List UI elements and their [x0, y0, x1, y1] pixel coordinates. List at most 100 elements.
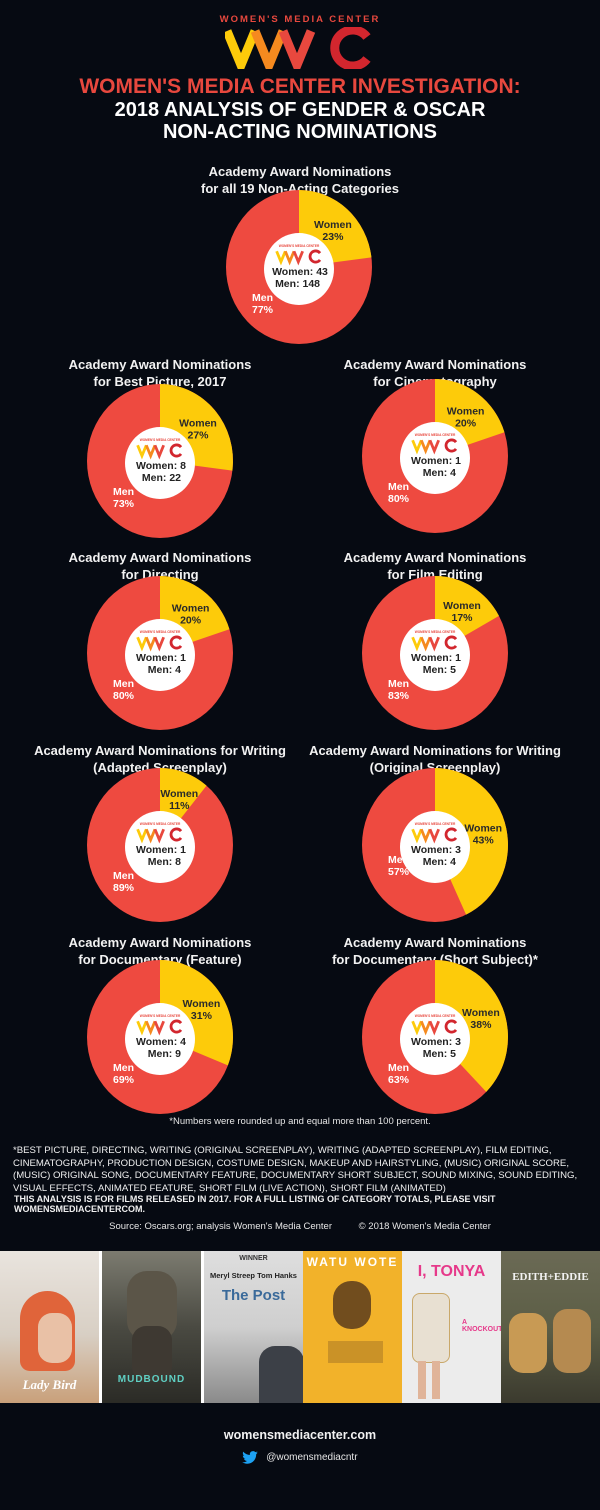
poster-tagline: A KNOCKOUT! — [462, 1319, 501, 1333]
pie-title-line-2: (Original Screenplay) — [369, 760, 501, 775]
men-pct: 57% — [388, 866, 410, 878]
pie-title-line-2: (Adapted Screenplay) — [93, 760, 227, 775]
women-pct: 23% — [322, 231, 344, 243]
poster-figure — [333, 1281, 371, 1329]
pie-title-line-1: Academy Award Nominations — [68, 935, 252, 950]
copyright-text: © 2018 Women's Media Center — [358, 1221, 491, 1232]
men-pct: 89% — [113, 882, 135, 894]
women-slice — [435, 960, 509, 1092]
men-label: Men — [388, 1062, 409, 1074]
women-label: Women — [462, 1007, 500, 1019]
poster-leg — [432, 1361, 440, 1399]
center-logo-org: WOMEN’S MEDIA CENTER — [140, 1014, 181, 1018]
poster-figure — [132, 1326, 172, 1381]
center-wmc-logo-icon — [411, 438, 458, 455]
headline-line-1: WOMEN'S MEDIA CENTER INVESTIGATION: — [79, 75, 521, 98]
center-women-count: Women: 1 — [136, 652, 186, 664]
headline-line-2: 2018 ANALYSIS OF GENDER & OSCAR — [114, 99, 486, 121]
center-logo-org: WOMEN’S MEDIA CENTER — [415, 630, 456, 634]
analysis-note: THIS ANALYSIS IS FOR FILMS RELEASED IN 2… — [14, 1194, 496, 1214]
center-logo-org: WOMEN’S MEDIA CENTER — [279, 244, 320, 248]
center-men-count: Men: 5 — [423, 1048, 456, 1060]
men-label: Men — [388, 481, 409, 493]
twitter-link[interactable]: @womensmediacntr — [0, 1451, 600, 1464]
women-pct: 20% — [180, 614, 202, 626]
women-label: Women — [314, 219, 352, 231]
pie-title-line-1: Academy Award Nominations — [68, 550, 252, 565]
pie-chart-documentary-feature: WOMEN’S MEDIA CENTER Women: 4 Men: 9 Women 3… — [75, 952, 245, 1122]
pie-chart-writing-original: WOMEN’S MEDIA CENTER Women: 3 Men: 4 Women 4… — [350, 760, 520, 930]
pie-title-line-1: Academy Award Nominations — [343, 550, 527, 565]
poster-figure — [259, 1346, 303, 1403]
women-pct: 31% — [191, 1010, 213, 1022]
pie-title-line-2: for Documentary (Feature) — [78, 952, 242, 967]
pie-title-line-1: Academy Award Nominations for Writing — [34, 743, 286, 758]
center-wmc-logo-icon — [275, 249, 322, 266]
center-men-count: Men: 5 — [423, 664, 456, 676]
center-women-count: Women: 1 — [411, 455, 461, 467]
women-slice — [435, 768, 508, 915]
center-men-count: Men: 9 — [148, 1048, 181, 1060]
pie-title-line-1: Academy Award Nominations — [343, 935, 527, 950]
men-label: Men — [113, 678, 134, 690]
poster-award: WINNER — [239, 1255, 268, 1262]
poster-title: MUDBOUND — [117, 1374, 186, 1385]
poster-figure — [412, 1293, 450, 1363]
poster-title: EDITH+EDDIE — [512, 1271, 589, 1283]
men-pct: 83% — [388, 690, 410, 702]
pie-title-line-2: for Documentary (Short Subject)* — [332, 952, 538, 967]
source-text: Source: Oscars.org; analysis Women's Med… — [109, 1221, 333, 1232]
center-men-count: Men: 22 — [142, 472, 181, 484]
men-label: Men — [388, 678, 409, 690]
men-pct: 63% — [388, 1074, 410, 1086]
pie-title-line-2: for Directing — [121, 567, 199, 582]
center-men-count: Men: 8 — [148, 856, 181, 868]
men-label: Men — [252, 292, 273, 304]
pie-title-documentary-feature: Academy Award Nominations for Documentary… — [10, 934, 310, 968]
center-logo-org: WOMEN’S MEDIA CENTER — [140, 822, 181, 826]
women-pct: 20% — [455, 417, 477, 429]
pie-title-film-editing: Academy Award Nominations for Film Editin… — [285, 549, 585, 583]
poster-credits: Meryl Streep Tom Hanks — [210, 1271, 297, 1280]
pie-title-line-1: Academy Award Nominations — [68, 357, 252, 372]
women-label: Women — [443, 600, 481, 612]
center-logo-org: WOMEN’S MEDIA CENTER — [140, 630, 181, 634]
poster-leg — [418, 1361, 426, 1399]
center-men-count: Men: 148 — [275, 278, 320, 290]
pie-chart-directing: WOMEN’S MEDIA CENTER Women: 1 Men: 4 Women 2… — [75, 568, 245, 738]
pie-title-line-1: Academy Award Nominations — [208, 164, 392, 179]
poster-watu-wote: WATU WOTE — [303, 1251, 402, 1403]
poster-face — [38, 1313, 72, 1363]
twitter-bird-icon — [242, 1451, 259, 1464]
center-women-count: Women: 1 — [136, 844, 186, 856]
source-line: Source: Oscars.org; analysis Women's Med… — [0, 1221, 600, 1232]
center-women-count: Women: 3 — [411, 844, 461, 856]
pie-title-line-2: for Film Editing — [387, 567, 483, 582]
pie-title-line-1: Academy Award Nominations — [343, 357, 527, 372]
center-logo-org: WOMEN’S MEDIA CENTER — [415, 822, 456, 826]
center-women-count: Women: 8 — [136, 460, 186, 472]
rounding-footnote: *Numbers were rounded up and equal more … — [169, 1116, 431, 1127]
center-wmc-logo-icon — [411, 827, 458, 844]
wmc-logo: WOMEN'S MEDIA CENTER — [0, 14, 600, 69]
pie-title-line-1: Academy Award Nominations for Writing — [309, 743, 561, 758]
pie-title-best-picture: Academy Award Nominations for Best Pictur… — [10, 356, 310, 390]
pie-title-all: Academy Award Nominations for all 19 Non-… — [150, 163, 450, 197]
women-pct: 27% — [187, 429, 209, 441]
poster-figure — [509, 1313, 547, 1373]
poster-lady-bird: Lady Bird — [0, 1251, 99, 1403]
men-label: Men — [388, 854, 409, 866]
center-women-count: Women: 43 — [272, 266, 328, 278]
website-link[interactable]: womensmediacenter.com — [223, 1428, 377, 1442]
men-label: Men — [113, 486, 134, 498]
men-pct: 80% — [388, 493, 410, 505]
poster-i-tonya: I, TONYA A KNOCKOUT! — [402, 1251, 501, 1403]
poster-title: WATU WOTE — [306, 1255, 399, 1269]
center-wmc-logo-icon — [136, 1019, 183, 1036]
pie-chart-documentary-short: WOMEN’S MEDIA CENTER Women: 3 Men: 5 Women 3… — [350, 952, 520, 1122]
center-men-count: Men: 4 — [423, 856, 456, 868]
poster-mudbound: MUDBOUND — [99, 1251, 204, 1403]
poster-title: I, TONYA — [417, 1263, 486, 1280]
center-women-count: Women: 3 — [411, 1036, 461, 1048]
center-logo-org: WOMEN’S MEDIA CENTER — [140, 438, 181, 442]
